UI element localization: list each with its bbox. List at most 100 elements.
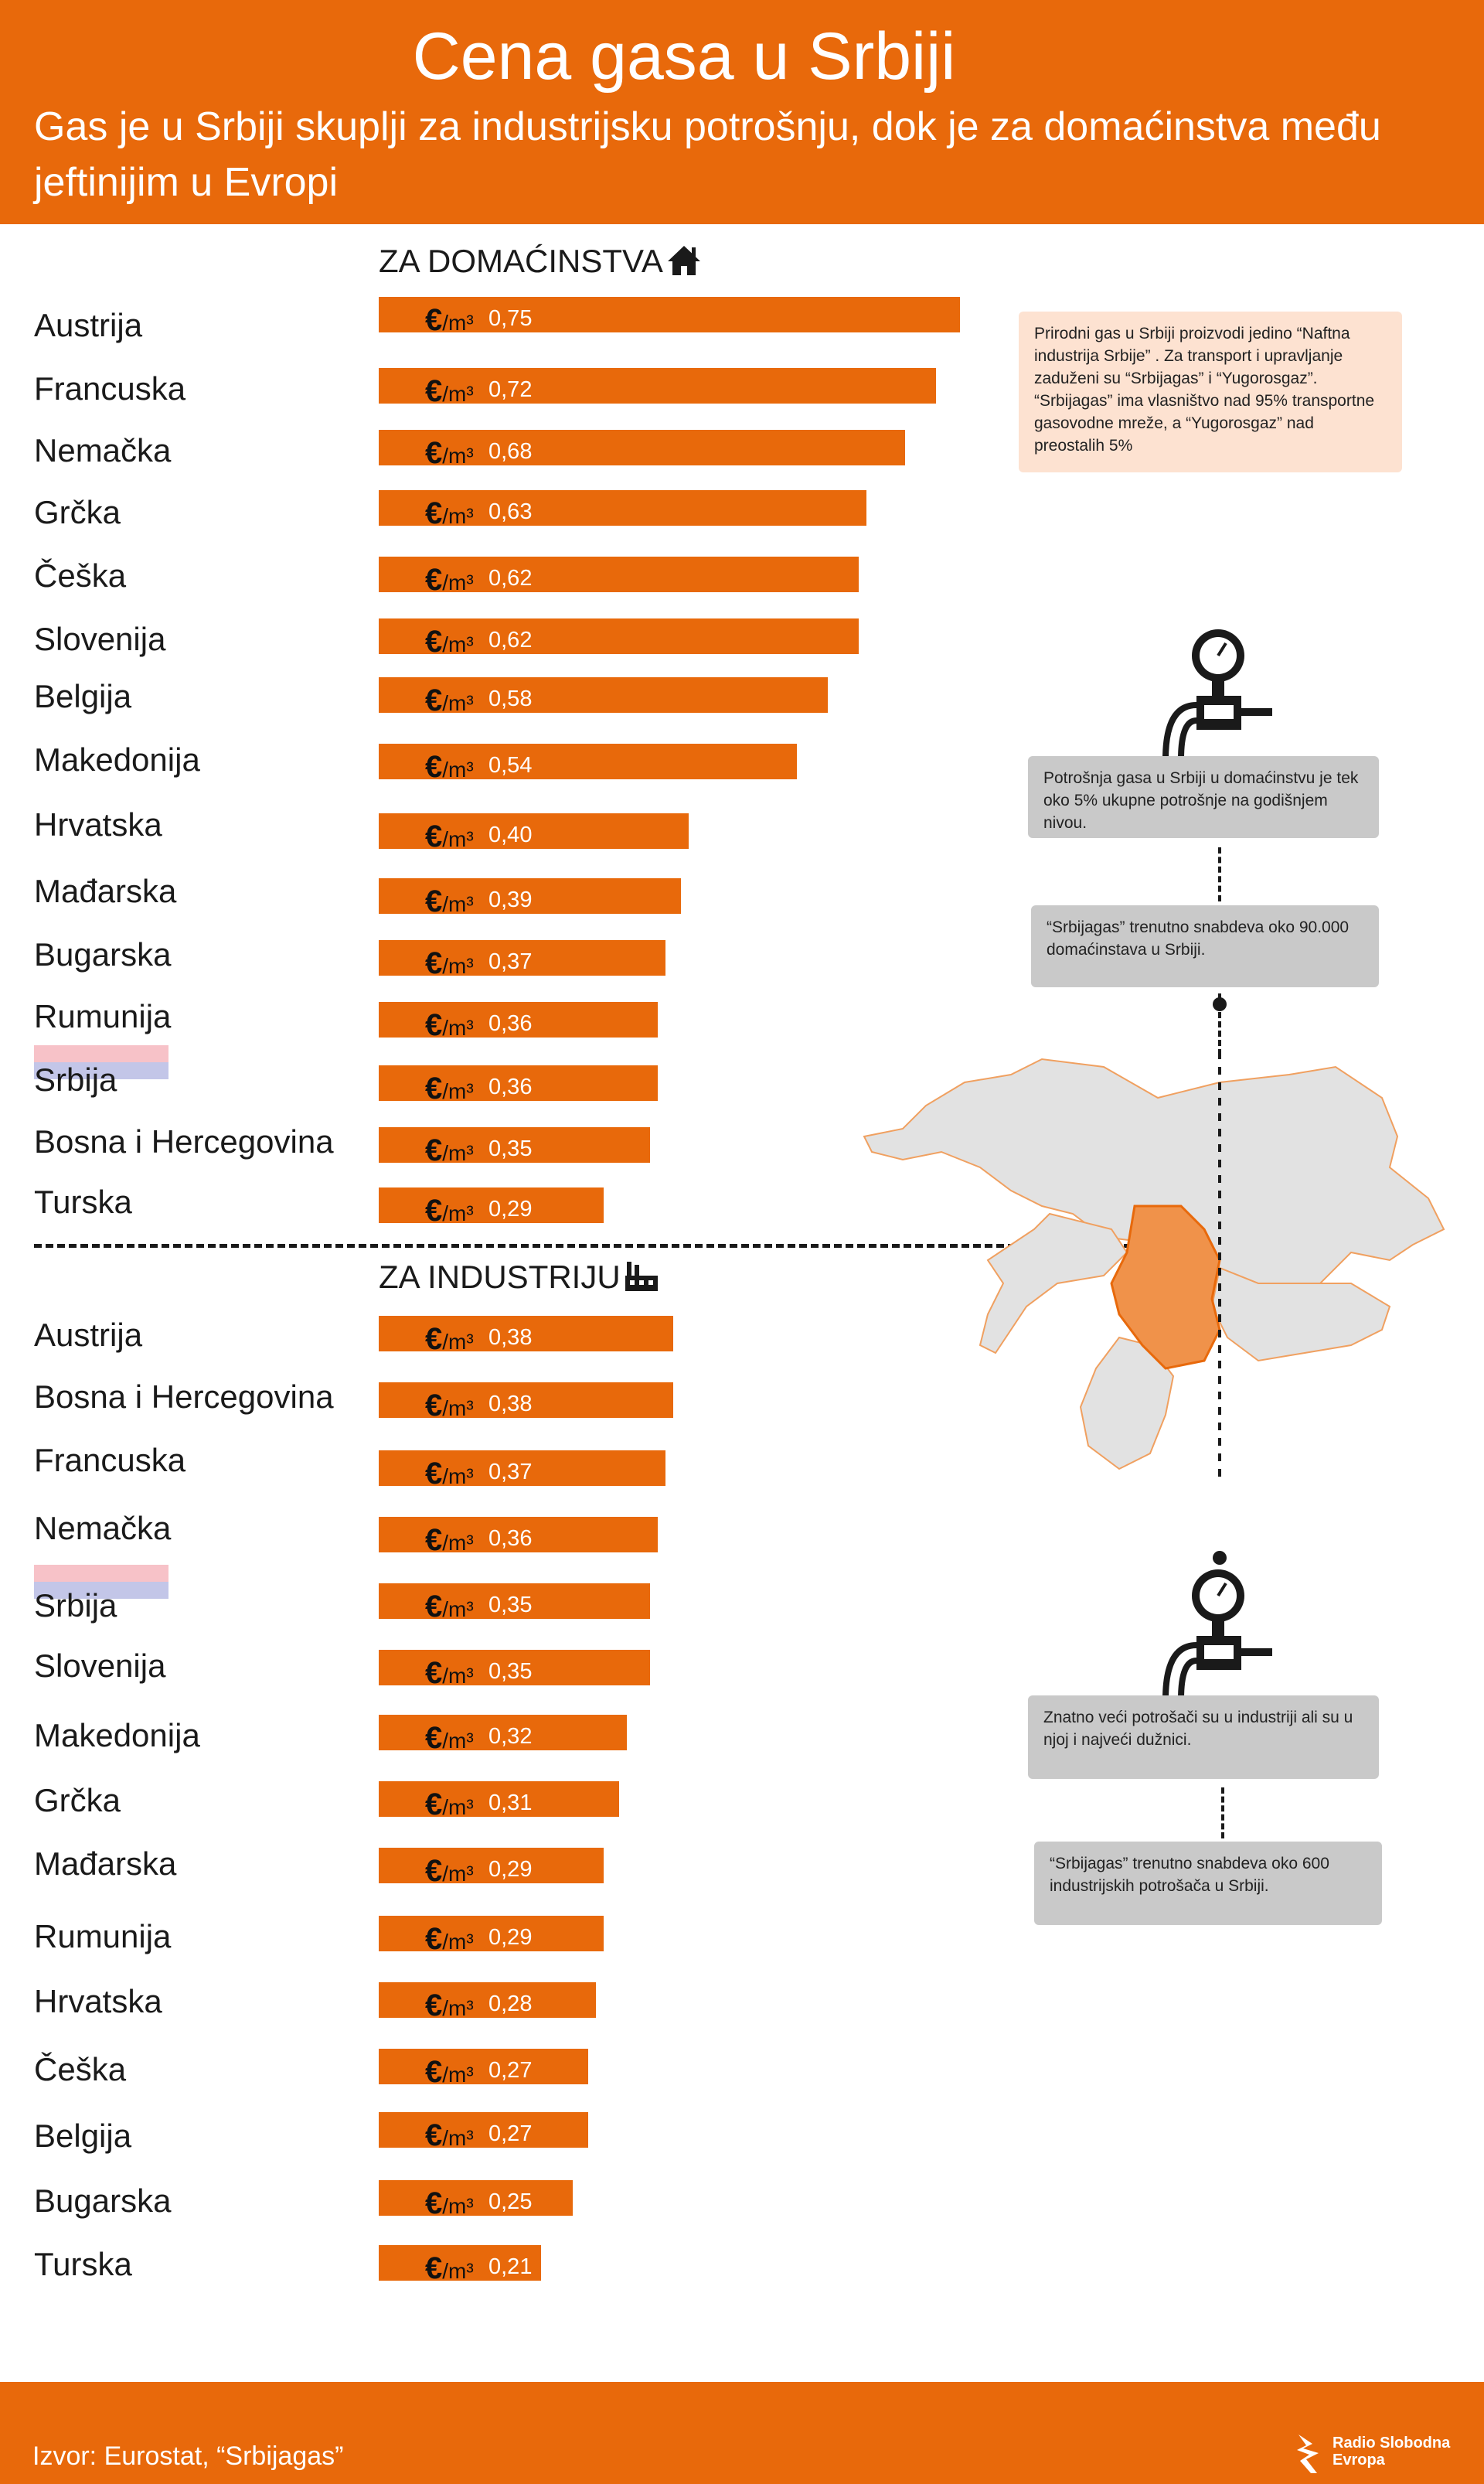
euro-symbol: € — [425, 303, 443, 337]
per-cubic-meter: /m³ — [442, 1862, 474, 1886]
per-cubic-meter: /m³ — [442, 2063, 474, 2087]
household-category-label: Slovenija — [34, 621, 166, 657]
euro-per-m3-icon: €/m³ — [425, 625, 474, 662]
industry-value-label: 0,29 — [488, 1857, 533, 1882]
industry-value-label: 0,29 — [488, 1925, 533, 1950]
per-cubic-meter: /m³ — [442, 691, 474, 715]
industry-value-label: 0,35 — [488, 1593, 533, 1617]
factory-icon — [625, 1262, 658, 1291]
euro-symbol: € — [425, 563, 443, 597]
household-category-label: Mađarska — [34, 873, 177, 909]
industry-category-label: Francuska — [34, 1442, 186, 1478]
per-cubic-meter: /m³ — [442, 2259, 474, 2283]
note-production: Prirodni gas u Srbiji proizvodi jedino “… — [1019, 312, 1402, 472]
euro-symbol: € — [425, 496, 443, 530]
euro-symbol: € — [425, 1322, 443, 1356]
euro-per-m3-icon: €/m³ — [425, 1389, 474, 1426]
euro-symbol: € — [425, 436, 443, 470]
per-cubic-meter: /m³ — [442, 1996, 474, 2020]
map-central-europe — [863, 1058, 1445, 1284]
serbia-flag-households — [34, 1045, 168, 1096]
industry-bar: €/m³ 0,29 — [379, 1916, 604, 1956]
balkans-map — [863, 1051, 1445, 1484]
per-cubic-meter: /m³ — [442, 1597, 474, 1621]
household-bar: €/m³ 0,72 — [379, 368, 936, 408]
euro-per-m3-icon: €/m³ — [425, 2186, 474, 2223]
euro-symbol: € — [425, 2251, 443, 2285]
euro-per-m3-icon: €/m³ — [425, 1988, 474, 2026]
industry-category-label: Grčka — [34, 1782, 121, 1818]
household-value-label: 0,63 — [488, 499, 533, 524]
industry-bar: €/m³ 0,27 — [379, 2112, 588, 2152]
industry-value-label: 0,21 — [488, 2254, 533, 2279]
map-romania-bulgaria — [1210, 1266, 1391, 1362]
per-cubic-meter: /m³ — [442, 892, 474, 916]
per-cubic-meter: /m³ — [442, 758, 474, 782]
household-category-label: Srbija — [34, 1061, 117, 1098]
note-industry-count: “Srbijagas” trenutno snabdeva oko 600 in… — [1034, 1842, 1382, 1925]
section-title-industry-text: ZA INDUSTRIJU — [379, 1259, 621, 1295]
household-category-label: Makedonija — [34, 741, 200, 778]
rfe-logo-line2: Evropa — [1333, 2452, 1385, 2469]
euro-symbol: € — [425, 1854, 443, 1888]
industry-category-label: Turska — [34, 2246, 132, 2282]
rfe-logo-line1: Radio Slobodna — [1333, 2435, 1451, 2452]
euro-per-m3-icon: €/m³ — [425, 683, 474, 721]
industry-value-label: 0,27 — [488, 2058, 533, 2083]
euro-symbol: € — [425, 819, 443, 854]
per-cubic-meter: /m³ — [442, 504, 474, 528]
gas-meter-icon-industry — [1162, 1569, 1272, 1699]
household-bar: €/m³ 0,54 — [379, 744, 797, 784]
household-value-label: 0,62 — [488, 628, 533, 653]
euro-per-m3-icon: €/m³ — [425, 884, 474, 922]
household-category-label: Bugarska — [34, 936, 172, 973]
euro-symbol: € — [425, 1072, 443, 1106]
household-category-label: Bosna i Hercegovina — [34, 1123, 334, 1160]
per-cubic-meter: /m³ — [442, 444, 474, 468]
euro-symbol: € — [425, 1988, 443, 2022]
euro-symbol: € — [425, 1194, 443, 1228]
industry-bar: €/m³ 0,36 — [379, 1517, 658, 1557]
euro-per-m3-icon: €/m³ — [425, 819, 474, 857]
euro-symbol: € — [425, 1523, 443, 1557]
serbia-flag-industry — [34, 1565, 168, 1616]
map-croatia-bosnia — [979, 1212, 1128, 1354]
euro-per-m3-icon: €/m³ — [425, 1072, 474, 1109]
household-value-label: 0,37 — [488, 949, 533, 974]
map-serbia — [1110, 1205, 1221, 1370]
household-value-label: 0,72 — [488, 377, 533, 402]
section-divider — [34, 1244, 1178, 1248]
connector-dot-lower — [1213, 1551, 1227, 1565]
industry-bar: €/m³ 0,25 — [379, 2180, 573, 2220]
household-bar: €/m³ 0,68 — [379, 430, 905, 470]
euro-per-m3-icon: €/m³ — [425, 1721, 474, 1758]
household-category-label: Češka — [34, 557, 127, 594]
household-bar: €/m³ 0,29 — [379, 1187, 604, 1228]
euro-per-m3-icon: €/m³ — [425, 2055, 474, 2092]
rfe-logo-icon — [1297, 2435, 1319, 2473]
euro-symbol: € — [425, 2186, 443, 2220]
industry-bar: €/m³ 0,21 — [379, 2245, 541, 2285]
euro-per-m3-icon: €/m³ — [425, 496, 474, 533]
euro-per-m3-icon: €/m³ — [425, 1922, 474, 1959]
industry-bar: €/m³ 0,31 — [379, 1781, 619, 1821]
household-value-label: 0,54 — [488, 753, 533, 778]
industry-value-label: 0,32 — [488, 1724, 533, 1749]
household-category-label: Nemačka — [34, 432, 172, 469]
industry-category-label: Belgija — [34, 2118, 132, 2154]
section-title-households: ZA DOMAĆINSTVA — [379, 241, 702, 281]
industry-value-label: 0,38 — [488, 1325, 533, 1350]
euro-per-m3-icon: €/m³ — [425, 1590, 474, 1627]
household-bar: €/m³ 0,37 — [379, 940, 665, 980]
industry-value-label: 0,38 — [488, 1392, 533, 1416]
household-category-label: Rumunija — [34, 998, 172, 1034]
section-title-households-text: ZA DOMAĆINSTVA — [379, 243, 663, 279]
euro-per-m3-icon: €/m³ — [425, 2118, 474, 2155]
euro-symbol: € — [425, 946, 443, 980]
per-cubic-meter: /m³ — [442, 1930, 474, 1954]
euro-per-m3-icon: €/m³ — [425, 1322, 474, 1359]
household-value-label: 0,68 — [488, 439, 533, 464]
household-value-label: 0,36 — [488, 1075, 533, 1099]
industry-category-label: Srbija — [34, 1587, 117, 1624]
industry-value-label: 0,27 — [488, 2121, 533, 2146]
